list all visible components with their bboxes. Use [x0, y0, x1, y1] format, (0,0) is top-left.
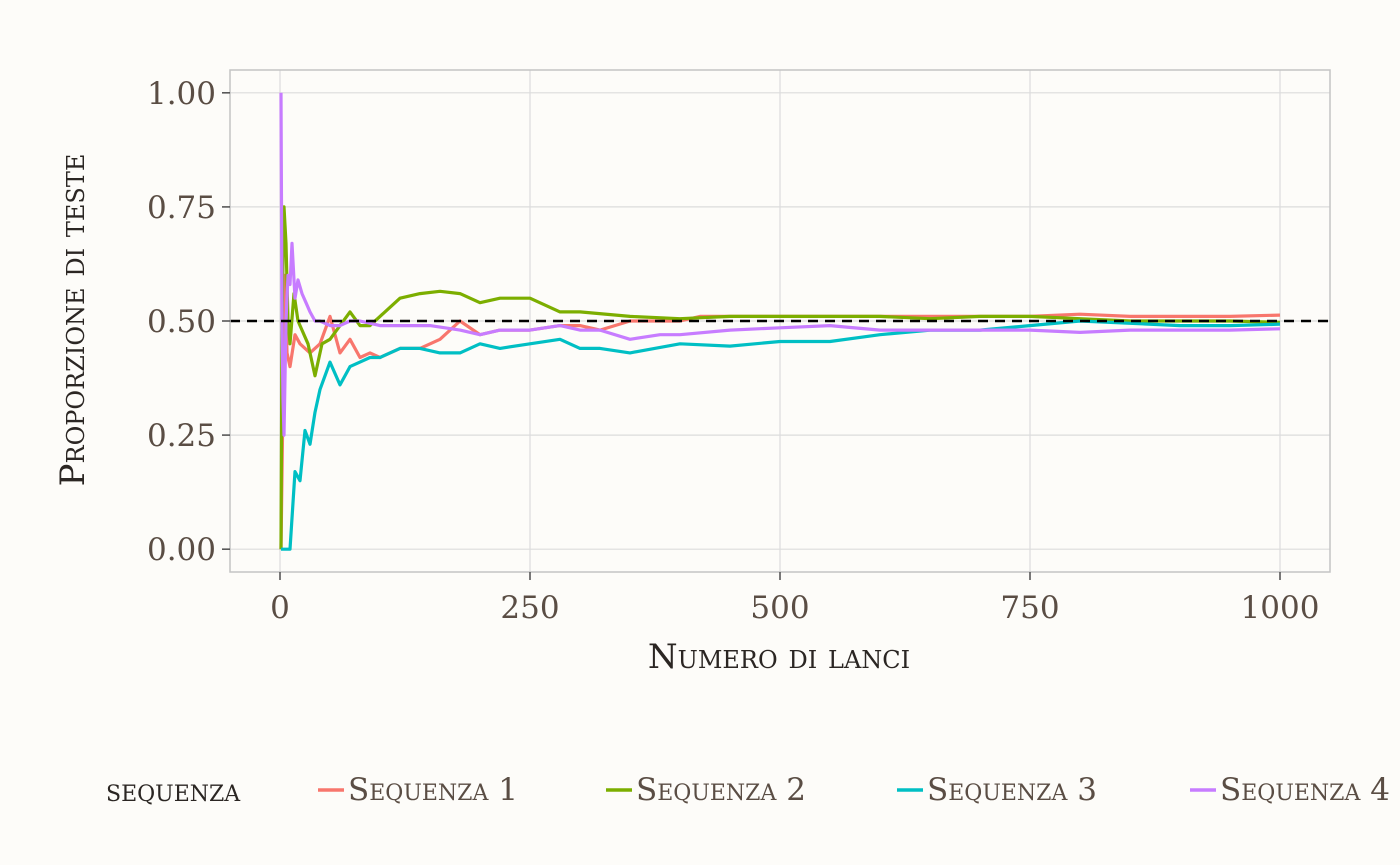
- y-axis-ticks: 0.00 0.25 0.50 0.75 1.00: [147, 76, 230, 568]
- x-tick-label-3: 750: [1000, 590, 1059, 626]
- legend-title: sequenza: [106, 773, 241, 809]
- y-axis-title: Proporzione di teste: [53, 154, 93, 487]
- x-tick-label-1: 250: [500, 590, 559, 626]
- y-tick-label-0: 0.00: [147, 532, 216, 568]
- series-lines: [279, 92, 1281, 551]
- legend-label-4: Sequenza 4: [1220, 772, 1390, 808]
- y-tick-label-1: 0.25: [147, 418, 216, 454]
- y-tick-label-3: 0.75: [147, 190, 216, 226]
- x-tick-label-0: 0: [270, 590, 290, 626]
- legend-label-1: Sequenza 1: [348, 772, 518, 808]
- legend-label-2: Sequenza 2: [636, 772, 806, 808]
- legend-label-3: Sequenza 3: [927, 772, 1097, 808]
- x-axis-ticks: 0 250 500 750 1000: [270, 572, 1319, 626]
- y-tick-label-4: 1.00: [147, 76, 216, 112]
- y-tick-label-2: 0.50: [147, 304, 216, 340]
- series-line-4: [279, 92, 1281, 437]
- legend: sequenza Sequenza 1 Sequenza 2 Sequenza 3 S…: [106, 772, 1390, 809]
- x-tick-label-4: 1000: [1241, 590, 1320, 626]
- x-axis-title: Numero di lanci: [648, 637, 910, 677]
- series-line-2: [279, 205, 1281, 550]
- x-tick-label-2: 500: [750, 590, 809, 626]
